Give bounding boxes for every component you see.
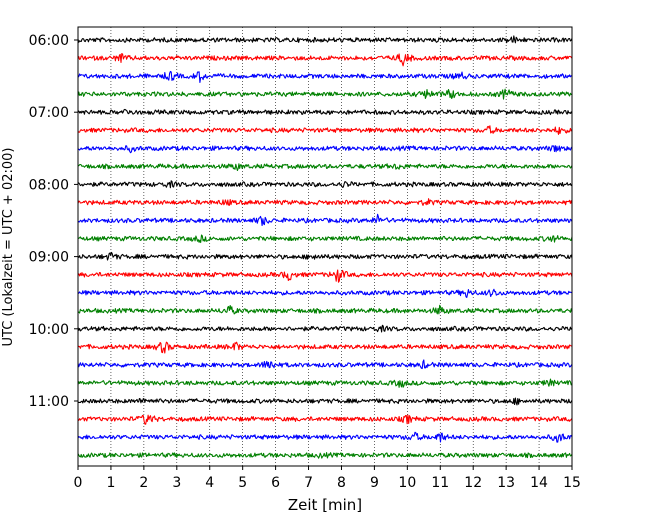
trace-line [77, 163, 573, 172]
trace-line [77, 359, 573, 370]
x-tick-label: 5 [238, 475, 247, 491]
x-tick-label: 6 [271, 475, 280, 491]
x-tick-label: 2 [139, 475, 148, 491]
x-tick-label: 12 [464, 475, 482, 491]
x-tick-label: 8 [337, 475, 346, 491]
x-tick-label: 9 [370, 475, 379, 491]
trace-line [77, 397, 573, 406]
x-tick-label: 14 [530, 475, 548, 491]
trace-line [77, 234, 573, 244]
x-tick-label: 3 [172, 475, 181, 491]
x-tick-label: 1 [106, 475, 115, 491]
traces [77, 35, 573, 459]
y-axis-title: UTC (Lokalzeit = UTC + 02:00) [1, 148, 16, 347]
trace-line [77, 378, 572, 388]
trace-line [77, 53, 573, 67]
trace-line [77, 35, 573, 44]
trace-line [77, 304, 573, 315]
trace-line [77, 288, 573, 298]
trace-line [78, 414, 573, 425]
y-axis-ticks: 06:00 07:00 08:00 09:00 10:00 11:00 [29, 33, 78, 410]
trace-line [77, 324, 573, 333]
x-tick-label: 15 [563, 475, 581, 491]
x-tick-label: 4 [205, 475, 214, 491]
trace-line [77, 88, 573, 100]
x-axis-ticks: 0 1 2 3 4 5 6 7 8 9 10 11 12 13 14 15 [74, 466, 581, 491]
y-tick-label: 10:00 [29, 322, 69, 338]
x-tick-label: 13 [497, 475, 515, 491]
trace-line [77, 70, 573, 83]
x-tick-label: 10 [398, 475, 416, 491]
y-tick-label: 09:00 [29, 250, 69, 266]
y-tick-label: 07:00 [29, 105, 69, 121]
trace-line [78, 108, 573, 116]
y-tick-label: 08:00 [29, 177, 69, 193]
trace-line [77, 180, 573, 189]
trace-line [77, 251, 573, 261]
trace-line [77, 145, 573, 154]
y-tick-label: 11:00 [29, 394, 69, 410]
trace-line [77, 269, 573, 283]
grid-lines [110, 27, 540, 466]
trace-line [77, 431, 573, 443]
trace-line [77, 213, 573, 227]
trace-line [77, 341, 573, 354]
x-tick-label: 7 [304, 475, 313, 491]
x-tick-label: 11 [431, 475, 449, 491]
x-tick-label: 0 [74, 475, 83, 491]
trace-line [77, 198, 573, 206]
x-axis-title: Zeit [min] [288, 496, 362, 514]
plot-frame [77, 26, 573, 467]
y-tick-label: 06:00 [29, 33, 69, 49]
trace-line [77, 452, 573, 459]
trace-line [77, 125, 573, 135]
